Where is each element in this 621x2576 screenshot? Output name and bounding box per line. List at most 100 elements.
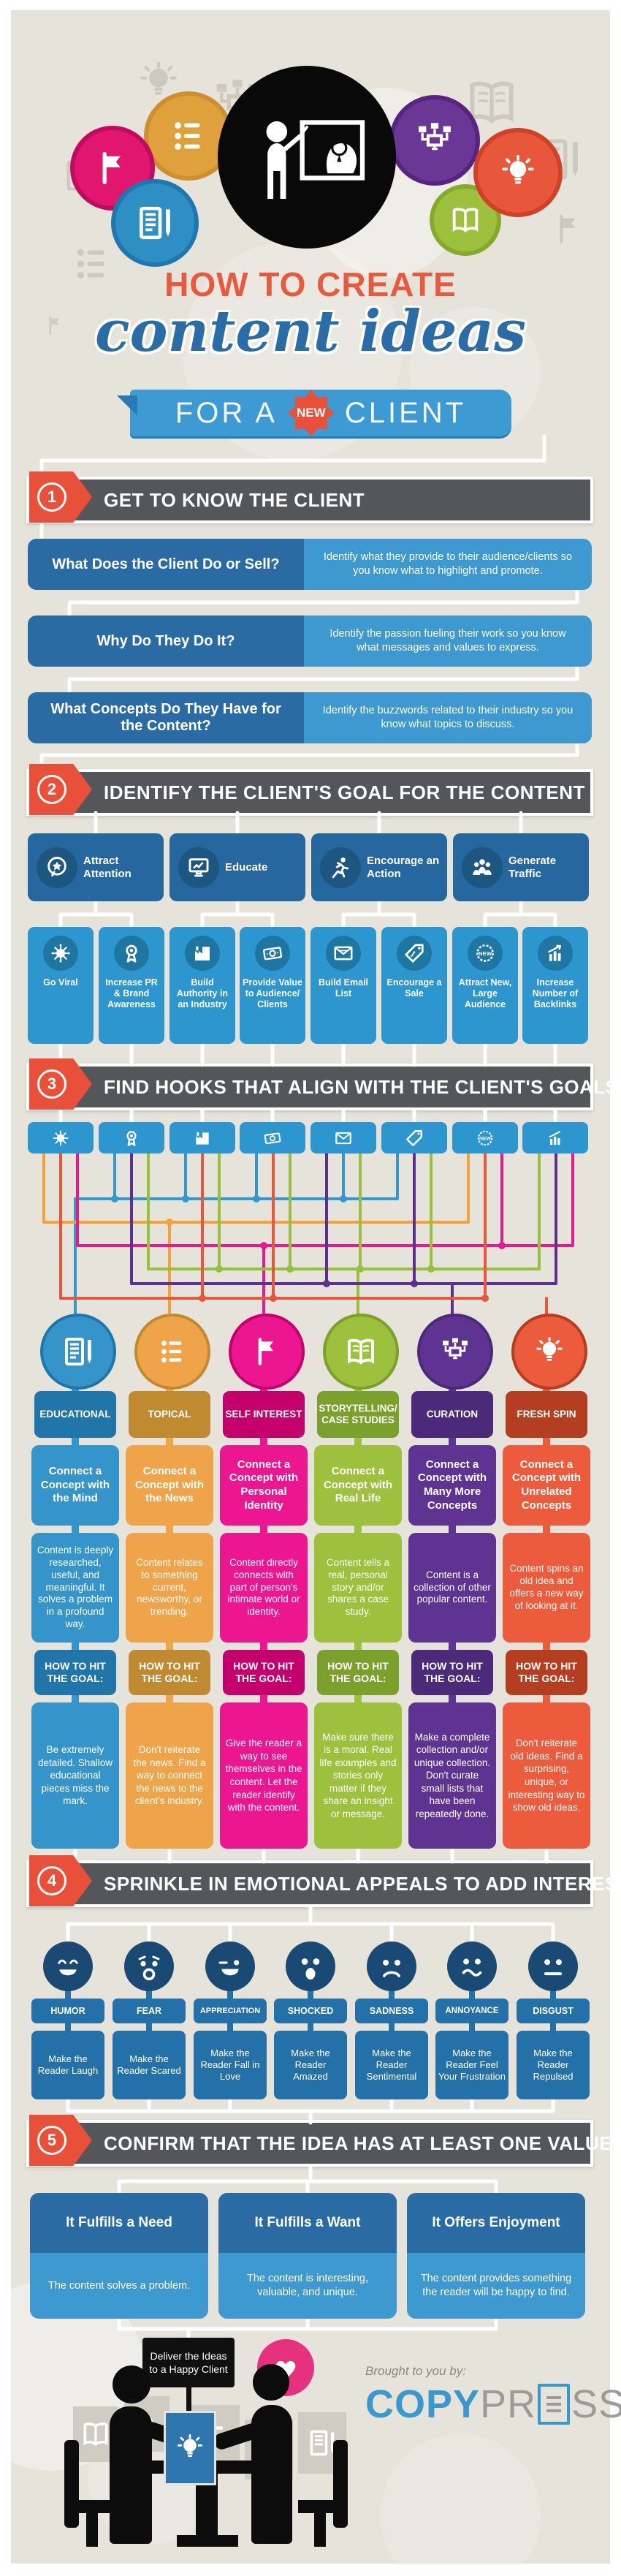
right-chair-back	[333, 2440, 348, 2528]
hook-title: SELF INTEREST	[223, 1391, 305, 1438]
money-icon	[264, 1132, 281, 1144]
logo-ss-text: SS	[571, 2382, 621, 2426]
emotion-text: Make the Reader Fall in Love	[194, 2031, 267, 2099]
audience-icon	[462, 846, 503, 888]
logo-copy-text: COPY	[365, 2382, 481, 2426]
hook-connect: Connect a Concept with Real Life	[314, 1445, 402, 1526]
subgoal-label: Increase PR & Brand Awareness	[105, 977, 158, 1009]
section-5-title: CONFIRM THAT THE IDEA HAS AT LEAST ONE V…	[104, 2132, 613, 2154]
hook-how-label: HOW TO HIT THE GOAL:	[223, 1650, 305, 1695]
lightbulb-icon	[177, 2434, 203, 2458]
page-title: content ideas	[94, 298, 527, 365]
new-badge-icon: NEW	[468, 936, 503, 971]
emotion-text: Make the Reader Scared	[113, 2031, 186, 2099]
answer-text: Identify the passion fueling their work …	[329, 628, 566, 654]
hook-connect: Connect a Concept with Personal Identity	[220, 1445, 308, 1526]
lightbulb-circle	[473, 128, 563, 217]
hook-money-chip	[240, 1122, 305, 1153]
growth-chart-icon	[549, 1130, 560, 1145]
page-title-kicker: HOW TO CREATE	[164, 265, 457, 303]
ghost-flag-icon	[44, 314, 66, 336]
subgoal-label: Encourage a Sale	[386, 977, 442, 999]
hook-email-chip	[310, 1122, 376, 1153]
topical-circle	[134, 1314, 210, 1390]
hook-description: Content spins an old idea and offers a n…	[503, 1533, 590, 1643]
value-title: It Fulfills a Need	[30, 2193, 208, 2253]
value-text: The content is interesting, valuable, an…	[218, 2253, 397, 2319]
section-1-title: GET TO KNOW THE CLIENT	[104, 488, 365, 511]
value-title: It Offers Enjoyment	[407, 2193, 585, 2253]
subgoal-label: Build Authority in an Industry	[176, 977, 229, 1009]
email-icon	[326, 936, 361, 971]
ribbon-post-text: CLIENT	[344, 396, 467, 429]
subgoal-attract-new-audience: NEW Attract New, Large Audience	[452, 927, 518, 1044]
emotion-text: Make the Reader Feel Your Frustration	[435, 2031, 508, 2099]
answer-text: Identify what they provide to their audi…	[323, 551, 573, 577]
left-chair-back	[64, 2440, 79, 2528]
emotion-label: FEAR	[113, 1999, 186, 2023]
sadness-face-icon	[367, 1942, 416, 1991]
section-5-number: 5	[37, 2126, 66, 2155]
answer-text: Identify the buzzwords related to their …	[322, 705, 574, 730]
hook-connect: Connect a Concept with the Mind	[31, 1445, 119, 1526]
subgoal-build-email-list: Build Email List	[310, 927, 376, 1044]
bullet-list-icon	[161, 1341, 182, 1363]
logo-pr-text: PR	[480, 2382, 537, 2426]
goal-label: Educate	[225, 860, 268, 874]
subgoal-label: Increase Number of Backlinks	[532, 977, 579, 1009]
answer-box: Identify the passion fueling their work …	[304, 615, 592, 667]
brought-by-text: Brought to you by:	[365, 2364, 466, 2378]
emotion-label: APPRECIATION	[194, 1999, 267, 2023]
ghost-lightbulb-icon	[135, 58, 182, 105]
hook-how-text: Make sure there is a moral. Real life ex…	[314, 1702, 402, 1849]
emotion-label: SADNESS	[355, 1999, 428, 2023]
email-icon	[335, 1132, 351, 1144]
section-2-title: IDENTIFY THE CLIENT'S GOAL FOR THE CONTE…	[104, 781, 585, 803]
hook-how-label: HOW TO HIT THE GOAL:	[129, 1650, 210, 1695]
ghost-book-icon	[460, 73, 523, 132]
award-ribbon-icon	[114, 936, 149, 971]
money-icon	[255, 936, 290, 971]
speech-star-icon	[37, 846, 77, 888]
subgoal-increase-backlinks: Increase Number of Backlinks	[522, 927, 588, 1044]
question-box: Why Do They Do It?	[28, 615, 304, 667]
factory-icon	[196, 1132, 209, 1145]
subgoal-label: Go Viral	[43, 977, 78, 988]
document-circle	[111, 179, 199, 267]
hook-title: CURATION	[411, 1391, 493, 1438]
svg-text:NEW: NEW	[479, 1136, 491, 1141]
hook-how-text: Don't reiterate the news. Find a way to …	[126, 1702, 213, 1849]
section-4-number: 4	[37, 1866, 66, 1895]
hook-new-chip: NEW	[452, 1122, 518, 1153]
idea-card	[164, 2411, 216, 2485]
section-3-number: 3	[37, 1069, 66, 1099]
new-badge-icon: NEW	[477, 1130, 493, 1145]
heart-icon	[275, 2360, 296, 2379]
question-box: What Does the Client Do or Sell?	[28, 539, 304, 590]
emotion-text: Make the Reader Amazed	[274, 2031, 347, 2099]
emotion-label: SHOCKED	[274, 1999, 347, 2023]
subgoal-increase-pr: Increase PR & Brand Awareness	[99, 927, 164, 1044]
factory-icon	[185, 936, 220, 971]
section-4-title: SPRINKLE IN EMOTIONAL APPEALS TO ADD INT…	[104, 1872, 621, 1895]
section-3-title: FIND HOOKS THAT ALIGN WITH THE CLIENT'S …	[104, 1075, 619, 1098]
new-starburst-badge: NEW	[287, 390, 335, 436]
hook-description: Content directly connects with part of p…	[220, 1533, 308, 1643]
hook-factory-chip	[169, 1122, 235, 1153]
hook-description: Content is deeply researched, useful, an…	[31, 1533, 119, 1643]
goal-label: Encourage an Action	[367, 854, 440, 880]
subgoal-go-viral: Go Viral	[28, 927, 94, 1044]
hook-how-label: HOW TO HIT THE GOAL:	[411, 1650, 493, 1695]
section-1-number: 1	[37, 482, 66, 512]
presenter-circle	[218, 66, 396, 249]
emotion-text: Make the Reader Sentimental	[355, 2031, 428, 2099]
deliver-box-stem	[186, 2387, 191, 2415]
question-text: What Does the Client Do or Sell?	[52, 556, 280, 572]
hook-how-label: HOW TO HIT THE GOAL:	[317, 1650, 399, 1695]
answer-box: Identify the buzzwords related to their …	[304, 692, 592, 743]
emotion-label: HUMOR	[31, 1999, 104, 2023]
right-chair-seat	[298, 2500, 336, 2513]
lightbulb-icon	[536, 1337, 563, 1361]
emotion-label: DISGUST	[517, 1999, 590, 2023]
value-text: The content provides something the reade…	[407, 2253, 585, 2319]
